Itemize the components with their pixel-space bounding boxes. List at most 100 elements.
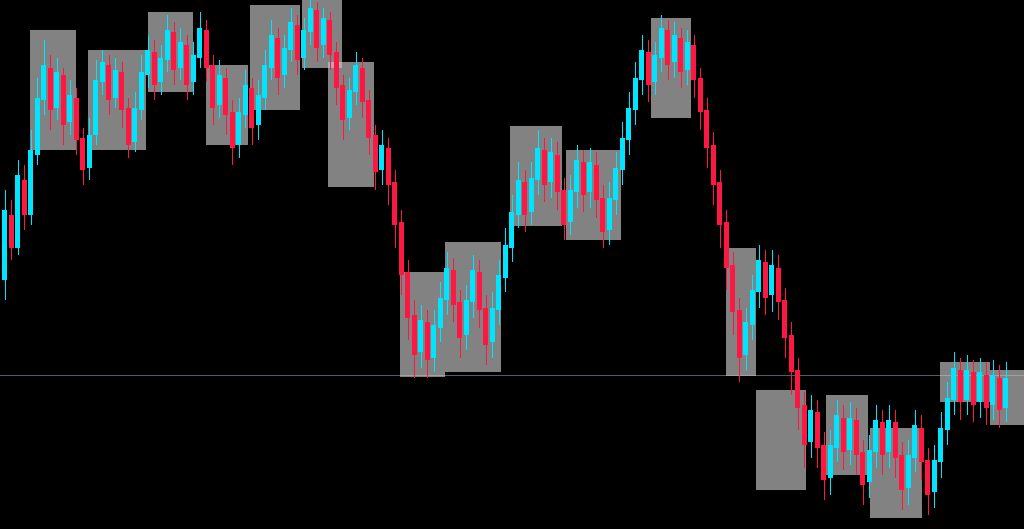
candle (106, 0, 111, 529)
candle (80, 0, 85, 529)
candle (54, 0, 59, 529)
candle (275, 0, 280, 529)
candle (828, 0, 833, 529)
candle (938, 0, 943, 529)
candle (620, 0, 625, 529)
candle (646, 0, 651, 529)
candle (1003, 0, 1008, 529)
candlestick-chart[interactable] (0, 0, 1024, 529)
candle (548, 0, 553, 529)
candle (945, 0, 950, 529)
candle (782, 0, 787, 529)
candle (379, 0, 384, 529)
candle (659, 0, 664, 529)
candle (126, 0, 131, 529)
candle (977, 0, 982, 529)
candle (717, 0, 722, 529)
candle (204, 0, 209, 529)
candle (41, 0, 46, 529)
candle (737, 0, 742, 529)
candle (35, 0, 40, 529)
candle (321, 0, 326, 529)
candle (327, 0, 332, 529)
candle (756, 0, 761, 529)
candle (295, 0, 300, 529)
candle (964, 0, 969, 529)
candle (665, 0, 670, 529)
candle (841, 0, 846, 529)
candle (672, 0, 677, 529)
candle (249, 0, 254, 529)
candle (444, 0, 449, 529)
candle (893, 0, 898, 529)
candle (100, 0, 105, 529)
candle (808, 0, 813, 529)
candle (470, 0, 475, 529)
candle (880, 0, 885, 529)
candle (743, 0, 748, 529)
candle (340, 0, 345, 529)
candle (158, 0, 163, 529)
candle (288, 0, 293, 529)
candle (652, 0, 657, 529)
candle (477, 0, 482, 529)
candle (555, 0, 560, 529)
candle (698, 0, 703, 529)
candle (899, 0, 904, 529)
candle (418, 0, 423, 529)
candle (464, 0, 469, 529)
candle (9, 0, 14, 529)
candle (730, 0, 735, 529)
candle (236, 0, 241, 529)
candle (67, 0, 72, 529)
candle (685, 0, 690, 529)
candle (633, 0, 638, 529)
candle (262, 0, 267, 529)
candle (776, 0, 781, 529)
candle (516, 0, 521, 529)
candle (951, 0, 956, 529)
candle (626, 0, 631, 529)
candle (230, 0, 235, 529)
candle (769, 0, 774, 529)
candle (587, 0, 592, 529)
candle (568, 0, 573, 529)
candle (282, 0, 287, 529)
candle (581, 0, 586, 529)
candle (821, 0, 826, 529)
candle (763, 0, 768, 529)
candle (93, 0, 98, 529)
candle (405, 0, 410, 529)
candle (867, 0, 872, 529)
candle (28, 0, 33, 529)
candle (815, 0, 820, 529)
candle (886, 0, 891, 529)
candle (243, 0, 248, 529)
candle (165, 0, 170, 529)
candle (48, 0, 53, 529)
candle (795, 0, 800, 529)
candle (132, 0, 137, 529)
candle (535, 0, 540, 529)
candle (834, 0, 839, 529)
candle (366, 0, 371, 529)
candle (61, 0, 66, 529)
candle (860, 0, 865, 529)
candle (87, 0, 92, 529)
candle (2, 0, 7, 529)
candle (178, 0, 183, 529)
candle (912, 0, 917, 529)
candle (269, 0, 274, 529)
candle (490, 0, 495, 529)
candle (847, 0, 852, 529)
candle (74, 0, 79, 529)
candle (600, 0, 605, 529)
candle (412, 0, 417, 529)
candle (308, 0, 313, 529)
candle (139, 0, 144, 529)
candle (509, 0, 514, 529)
candle (399, 0, 404, 529)
candle (373, 0, 378, 529)
candle (113, 0, 118, 529)
candle (119, 0, 124, 529)
